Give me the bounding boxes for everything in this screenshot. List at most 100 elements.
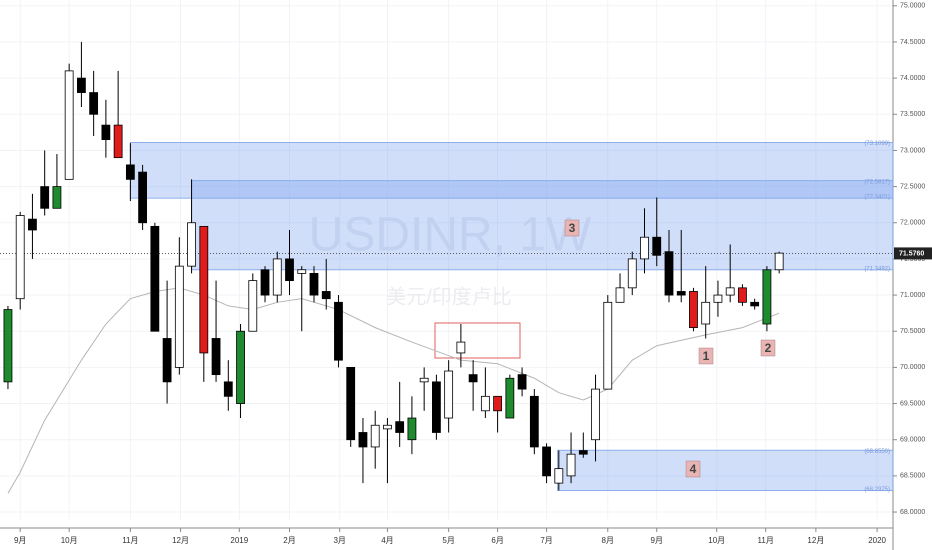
x-tick-label: 11月 [122,536,138,545]
zone-top-label: (68.8550) [864,449,890,455]
x-tick-label: 2月 [283,536,295,545]
candle-body [211,338,221,376]
annotation-box [698,347,714,365]
candle-body [762,269,772,325]
watermark-title: USDINR, 1W [309,209,592,262]
x-tick-label: 3月 [333,536,345,545]
candle-body [334,301,343,361]
candle-body [370,424,380,448]
candle-body [236,330,245,404]
annotation-label: 1 [703,349,710,363]
candle-body [77,77,86,93]
candle-body [395,421,405,433]
candle-body [566,453,576,477]
zone-top-label: (73.1099) [864,141,890,147]
highlight-box [434,322,521,359]
candle-body [456,341,466,354]
annotation-label: 3 [569,221,576,235]
candle-body [725,287,735,296]
x-tick-label: 6月 [491,536,503,545]
candle-body [15,215,25,300]
x-tick-label: 4月 [381,536,393,545]
candle-body [493,395,503,412]
candle-body [542,446,551,477]
candle-body [64,70,74,180]
y-tick-label: 68.5000 [900,473,925,480]
candle-body [578,450,588,455]
candle-body [750,301,760,307]
annotation-box [760,339,776,357]
annotation-box [564,219,580,237]
x-tick-label: 12月 [172,536,189,545]
y-tick-label: 69.5000 [900,400,925,407]
candle-body [260,269,270,296]
candle-body [174,265,184,368]
y-tick-label: 70.5000 [900,328,925,335]
candle-body [297,269,307,274]
annotation-box [685,460,701,478]
candle-body [432,381,441,433]
candle-body [652,236,662,256]
last-price-label: 71.5760 [899,250,924,257]
last-price-tag [894,247,932,260]
zone [557,449,894,491]
candle-body [738,287,747,303]
candle-body [150,225,160,332]
candle-body [664,251,674,296]
candle-body [383,424,392,430]
candle-body [40,186,50,209]
candle-body [162,338,172,383]
candle-body [321,291,331,300]
candle-body [52,186,62,209]
candle-body [615,287,625,303]
x-tick-label: 9月 [14,536,26,545]
candle-body [554,468,564,484]
candle-body [223,381,233,397]
candle-body [285,258,294,282]
y-tick-label: 73.0000 [900,147,925,154]
x-tick-label: 7月 [540,536,552,545]
candle-body [444,370,454,419]
candle-body [517,374,527,390]
candle-body [346,366,356,441]
candle-body [248,280,258,332]
y-tick-label: 74.0000 [900,75,925,82]
y-tick-label: 70.0000 [900,364,925,371]
x-tick-label: 10月 [61,536,78,545]
y-tick-label: 72.0000 [900,220,925,227]
y-tick-label: 71.0000 [900,292,925,299]
candle-body [689,291,698,329]
candle-body [529,395,539,448]
candle-body [591,388,600,441]
x-tick-label: 8月 [602,536,614,545]
x-tick-label: 2019 [230,536,248,545]
candle-body [272,258,282,296]
x-tick-label: 11月 [758,536,774,545]
x-tick-label: 2020 [868,536,886,545]
x-tick-label: 12月 [807,536,824,545]
candle-body [3,309,13,383]
zone-bottom-label: (72.3401) [864,195,890,201]
candle-body [603,301,613,390]
candle-body [774,252,784,271]
annotation-label: 2 [765,341,772,355]
candle-body [113,124,123,159]
candle-body [187,222,196,267]
x-tick-label: 10月 [708,536,725,545]
y-tick-label: 74.5000 [900,39,925,46]
candle-body [101,124,111,140]
candle-body [505,377,515,419]
zone-bottom-label: (71.3492) [864,266,890,272]
candle-body [676,291,686,296]
y-tick-label: 69.0000 [900,437,925,444]
y-tick-label: 75.0000 [900,3,925,10]
watermark-subtitle: 美元/印度卢比 [386,285,512,308]
candle-body [199,225,209,354]
y-tick-label: 73.5000 [900,111,925,118]
y-tick-label: 72.5000 [900,183,925,190]
candle-body [480,395,490,412]
zone-bottom-label: (68.2975) [864,487,890,493]
candle-body [640,236,649,260]
